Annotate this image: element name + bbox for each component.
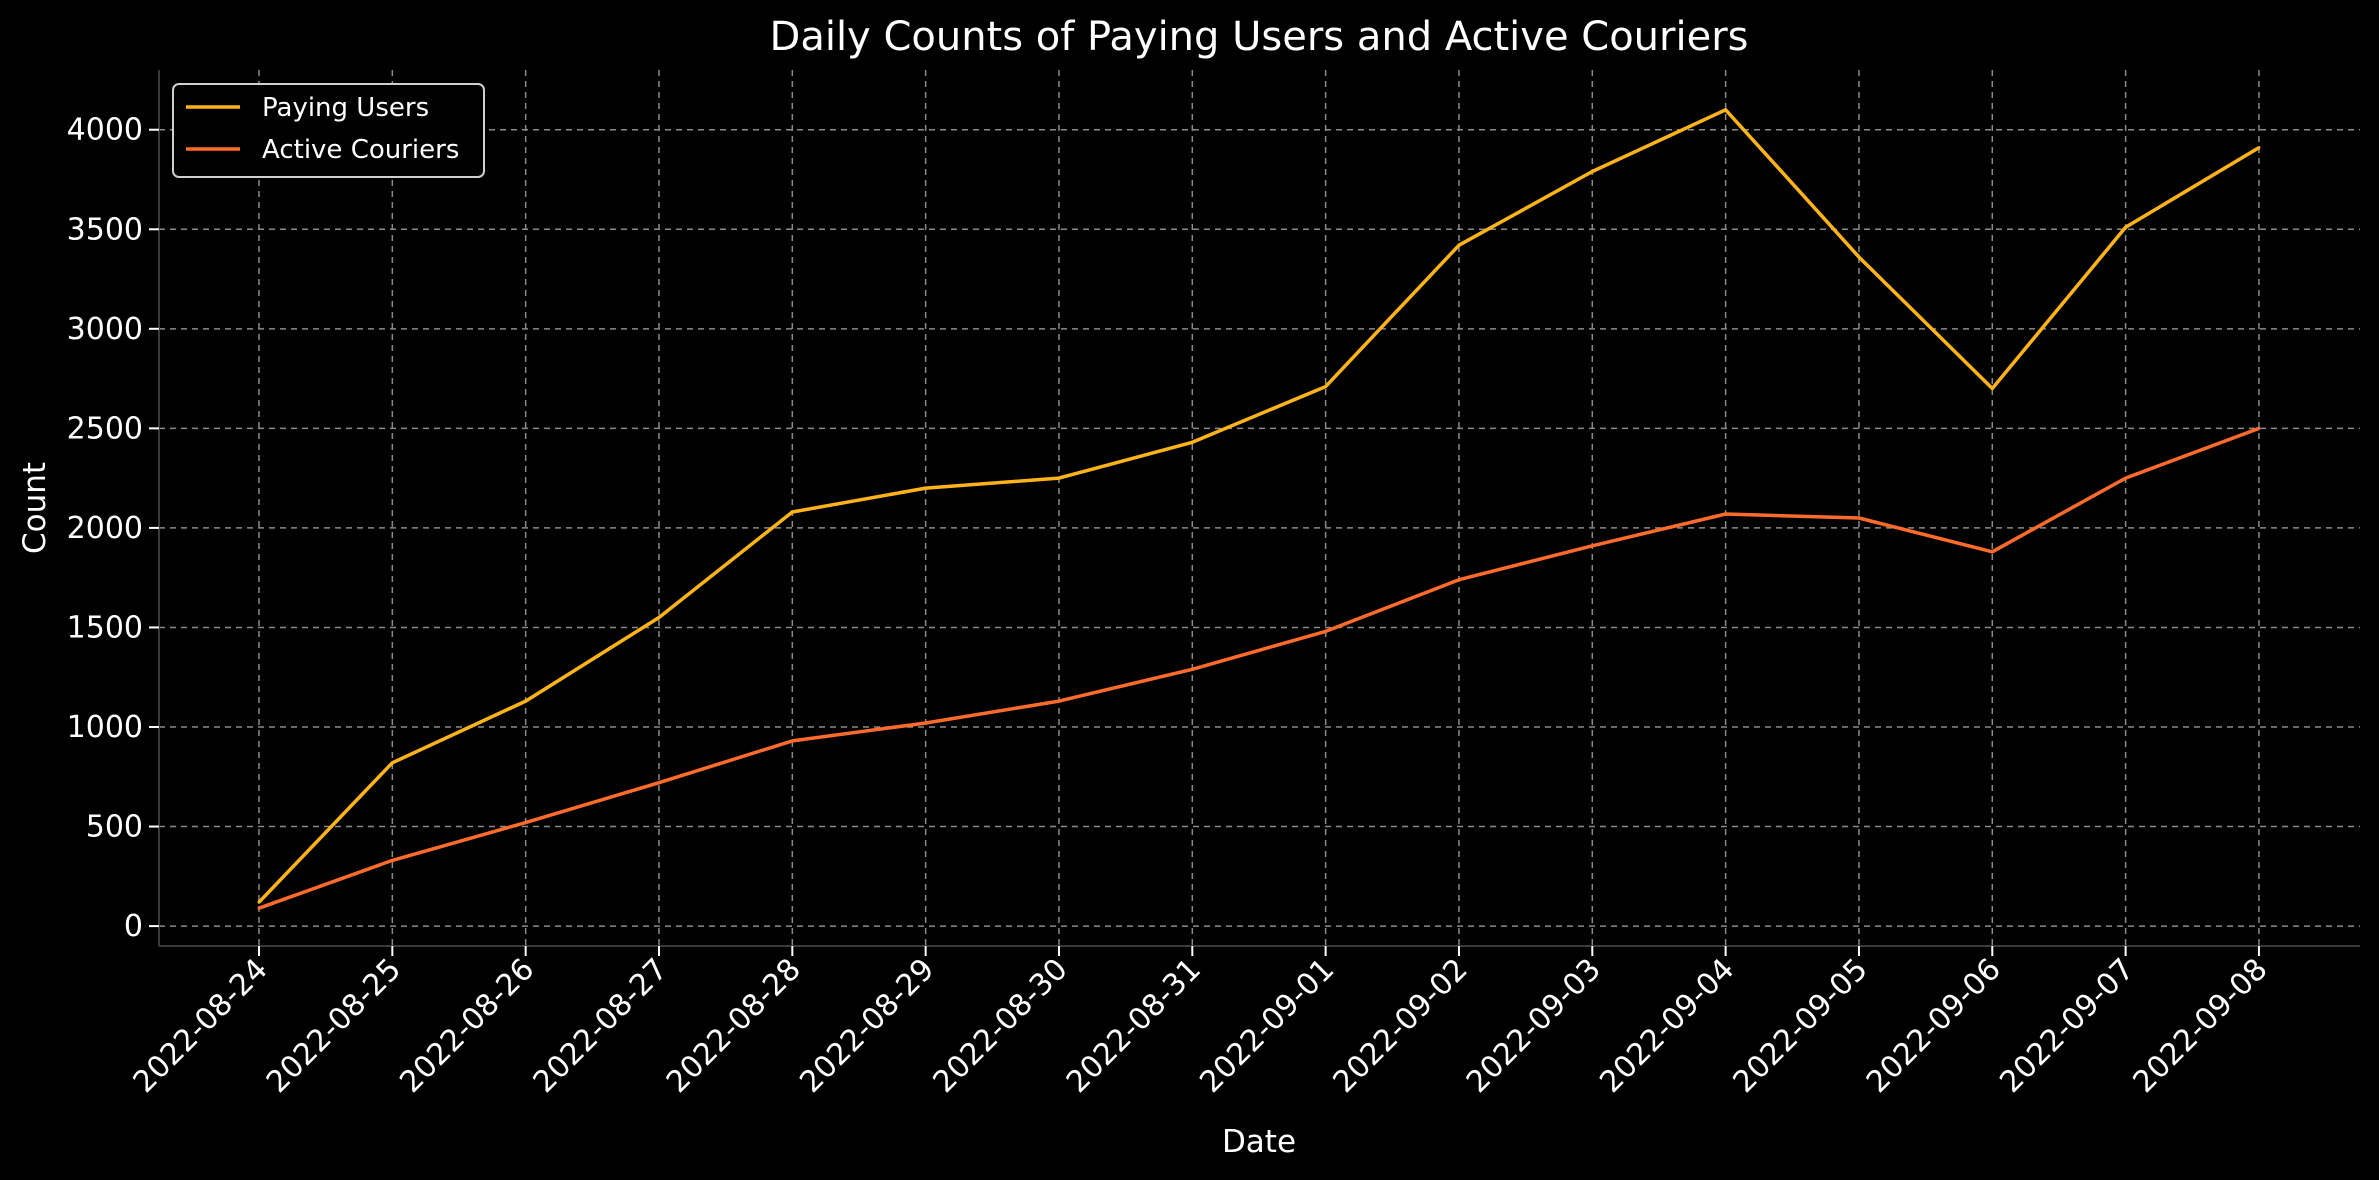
data-point-paying-users	[2257, 146, 2261, 150]
y-ticks: 0 500 1000 1500 2000 2500 3000 3500 4000	[67, 113, 159, 944]
x-axis-label: Date	[1222, 1124, 1296, 1160]
data-point-active-couriers	[924, 721, 928, 725]
data-point-paying-users	[1057, 476, 1061, 480]
y-tick-label: 2000	[67, 511, 143, 546]
data-point-active-couriers	[524, 821, 528, 825]
data-point-paying-users	[2124, 225, 2128, 229]
y-tick-label: 1000	[67, 710, 143, 745]
data-point-active-couriers	[1724, 512, 1728, 516]
data-point-active-couriers	[657, 781, 661, 785]
data-point-paying-users	[1990, 387, 1994, 391]
data-point-active-couriers	[2124, 476, 2128, 480]
data-point-active-couriers	[2257, 426, 2261, 430]
data-point-active-couriers	[790, 739, 794, 743]
data-point-paying-users	[1590, 170, 1594, 174]
grid-lines	[159, 70, 2360, 946]
y-tick-label: 500	[86, 810, 143, 845]
data-point-active-couriers	[1990, 550, 1994, 554]
y-axis-label: Count	[17, 462, 53, 554]
data-point-active-couriers	[1590, 544, 1594, 548]
data-point-active-couriers	[1057, 699, 1061, 703]
data-point-active-couriers	[1190, 667, 1194, 671]
data-point-paying-users	[1457, 243, 1461, 247]
data-point-paying-users	[257, 900, 261, 904]
data-point-active-couriers	[1857, 516, 1861, 520]
y-tick-label: 1500	[67, 610, 143, 645]
data-point-paying-users	[1324, 385, 1328, 389]
data-point-active-couriers	[1457, 578, 1461, 582]
legend: Paying Users Active Couriers	[172, 83, 485, 178]
data-point-active-couriers	[390, 858, 394, 862]
data-point-paying-users	[924, 486, 928, 490]
data-point-paying-users	[1857, 255, 1861, 259]
data-point-paying-users	[1724, 108, 1728, 112]
data-point-paying-users	[790, 510, 794, 514]
y-tick-label: 3000	[67, 312, 143, 347]
data-point-paying-users	[657, 616, 661, 619]
y-tick-label: 3500	[67, 212, 143, 247]
data-point-paying-users	[390, 761, 394, 765]
chart-title: Daily Counts of Paying Users and Active …	[770, 14, 1749, 60]
legend-label-active-couriers: Active Couriers	[262, 135, 459, 165]
y-tick-label: 0	[124, 909, 143, 944]
series-line-paying-users	[257, 108, 2260, 904]
legend-label-paying-users: Paying Users	[262, 93, 429, 123]
data-point-paying-users	[524, 699, 528, 703]
legend-box	[172, 83, 485, 178]
series-line-active-couriers	[258, 426, 2260, 910]
y-tick-label: 4000	[67, 113, 143, 148]
data-point-active-couriers	[257, 906, 261, 910]
series-lines	[257, 108, 2261, 910]
data-point-paying-users	[1190, 440, 1194, 444]
y-tick-label: 2500	[67, 411, 143, 446]
data-point-active-couriers	[1324, 629, 1328, 633]
